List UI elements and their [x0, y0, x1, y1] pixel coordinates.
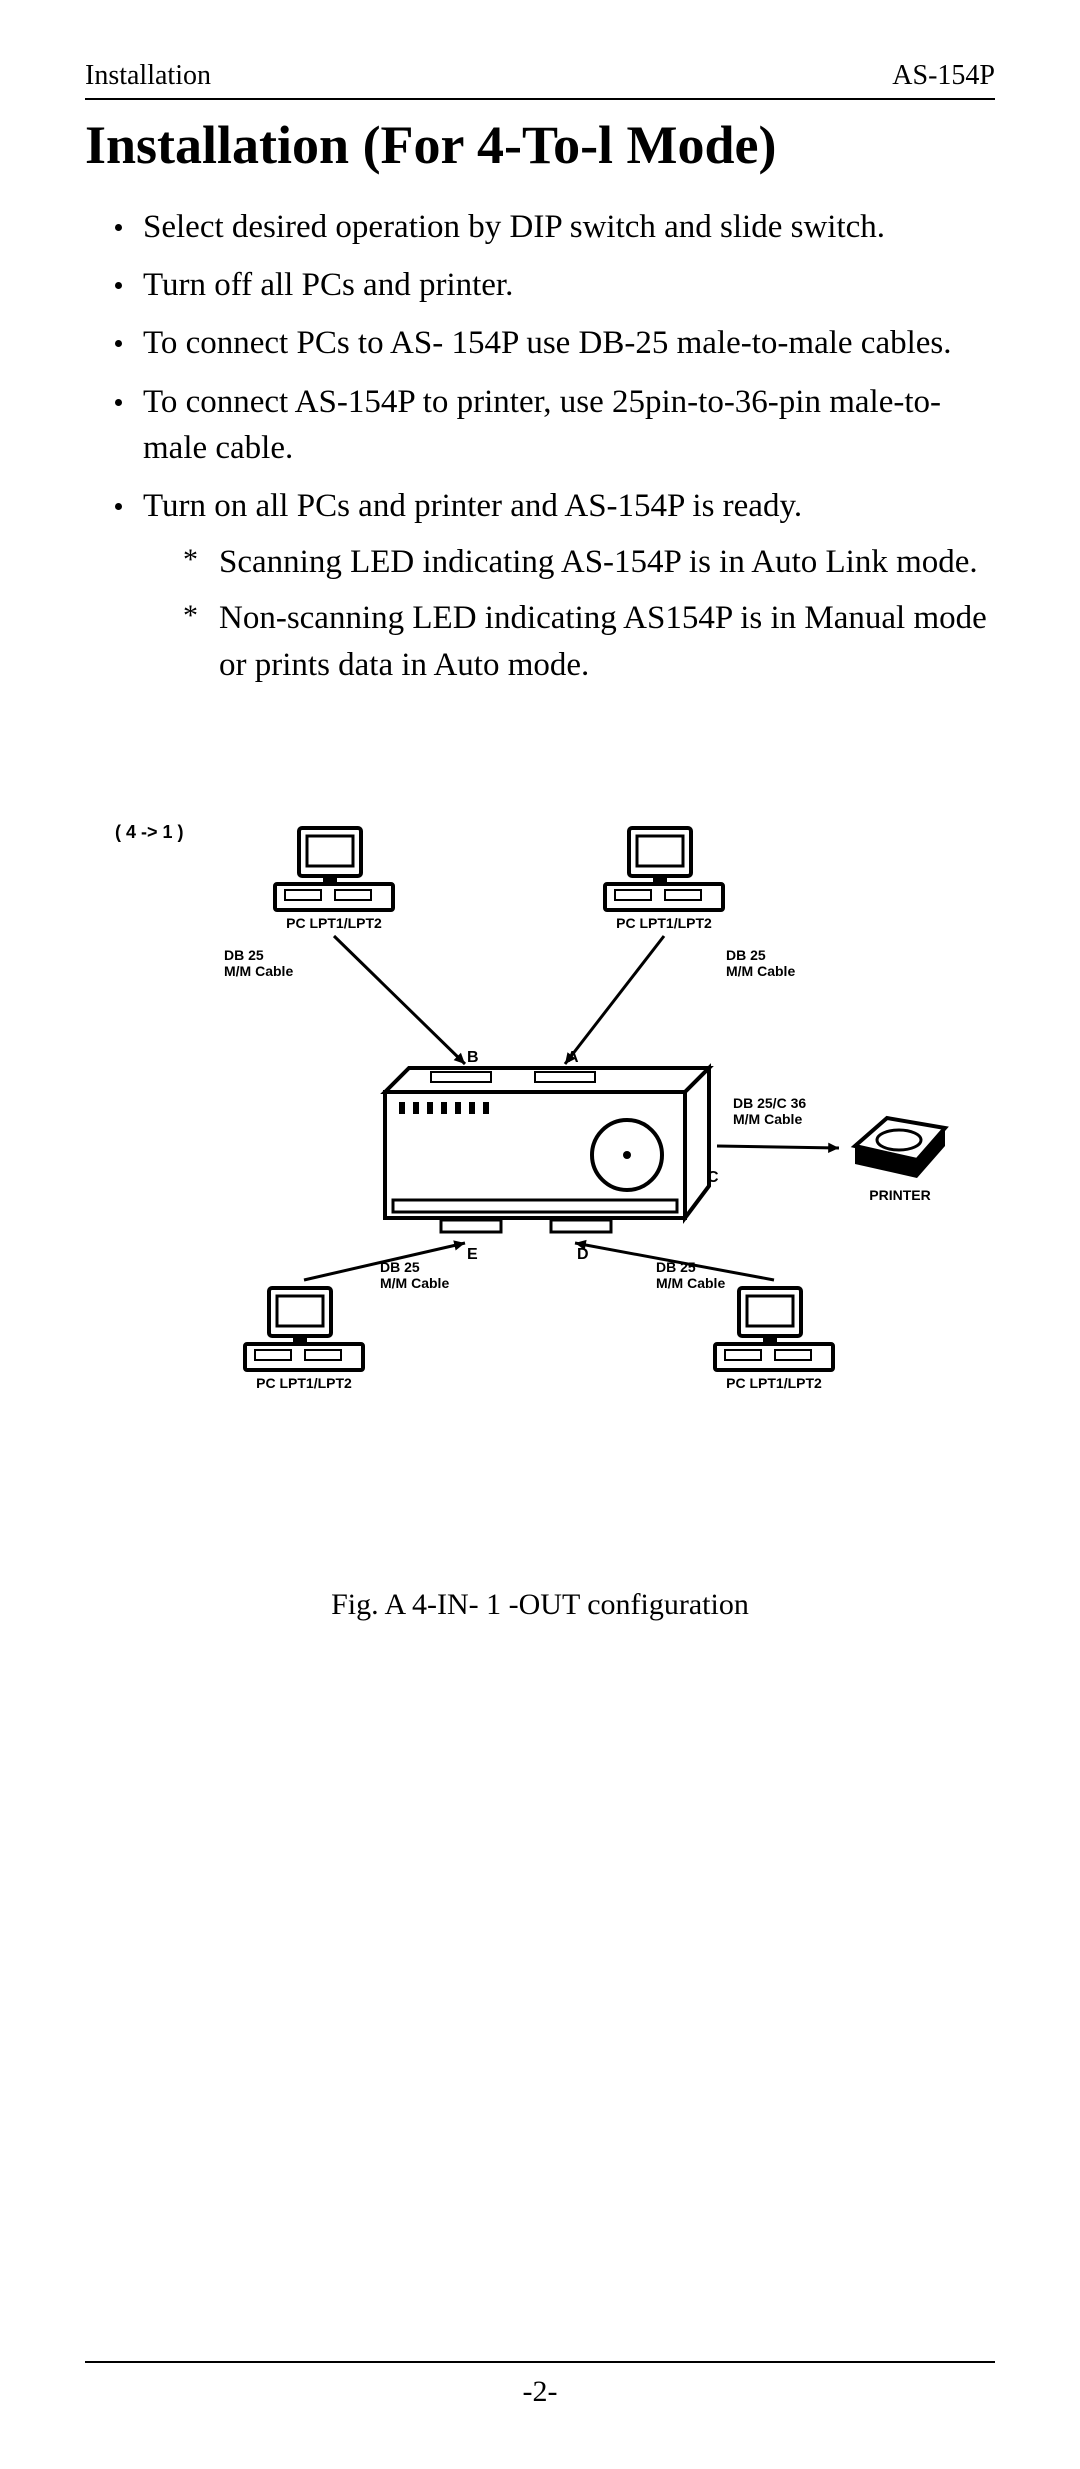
figure-caption: Fig. A 4-IN- 1 -OUT configuration [85, 1588, 995, 1622]
page-number: -2- [85, 2375, 995, 2409]
svg-text:DB 25M/M Cable: DB 25M/M Cable [656, 1259, 725, 1291]
header-left: Installation [85, 60, 211, 92]
list-item: Turn off all PCs and printer. [115, 262, 995, 308]
instruction-list: Select desired operation by DIP switch a… [85, 204, 995, 688]
svg-text:E: E [467, 1246, 478, 1263]
svg-text:B: B [467, 1049, 479, 1066]
svg-text:PC LPT1/LPT2: PC LPT1/LPT2 [286, 915, 382, 931]
svg-text:PC LPT1/LPT2: PC LPT1/LPT2 [616, 915, 712, 931]
svg-text:DB 25/C 36M/M Cable: DB 25/C 36M/M Cable [733, 1095, 806, 1127]
list-item: Select desired operation by DIP switch a… [115, 204, 995, 250]
configuration-diagram: ( 4 -> 1 )ABCDEPC LPT1/LPT2DB 25M/M Cabl… [85, 808, 995, 1448]
page-footer: -2- [85, 2361, 995, 2409]
list-item: To connect AS-154P to printer, use 25pin… [115, 379, 995, 471]
svg-text:DB 25M/M Cable: DB 25M/M Cable [726, 947, 795, 979]
svg-text:PRINTER: PRINTER [869, 1187, 930, 1203]
header-right: AS-154P [892, 60, 995, 92]
svg-text:PC LPT1/LPT2: PC LPT1/LPT2 [726, 1375, 822, 1391]
sub-list-item: Non-scanning LED indicating AS154P is in… [183, 595, 995, 687]
diagram-svg: ( 4 -> 1 )ABCDEPC LPT1/LPT2DB 25M/M Cabl… [85, 808, 985, 1448]
svg-text:PC LPT1/LPT2: PC LPT1/LPT2 [256, 1375, 352, 1391]
svg-text:DB 25M/M Cable: DB 25M/M Cable [224, 947, 293, 979]
sub-list: Scanning LED indicating AS-154P is in Au… [143, 539, 995, 688]
sub-list-item: Scanning LED indicating AS-154P is in Au… [183, 539, 995, 585]
page-header: Installation AS-154P [85, 60, 995, 92]
svg-text:( 4 -> 1 ): ( 4 -> 1 ) [115, 822, 184, 842]
footer-rule [85, 2361, 995, 2363]
page-title: Installation (For 4-To-l Mode) [85, 114, 995, 176]
list-item: Turn on all PCs and printer and AS-154P … [115, 483, 995, 688]
svg-text:DB 25M/M Cable: DB 25M/M Cable [380, 1259, 449, 1291]
list-item: To connect PCs to AS- 154P use DB-25 mal… [115, 320, 995, 366]
header-rule [85, 98, 995, 100]
svg-text:C: C [707, 1169, 719, 1186]
